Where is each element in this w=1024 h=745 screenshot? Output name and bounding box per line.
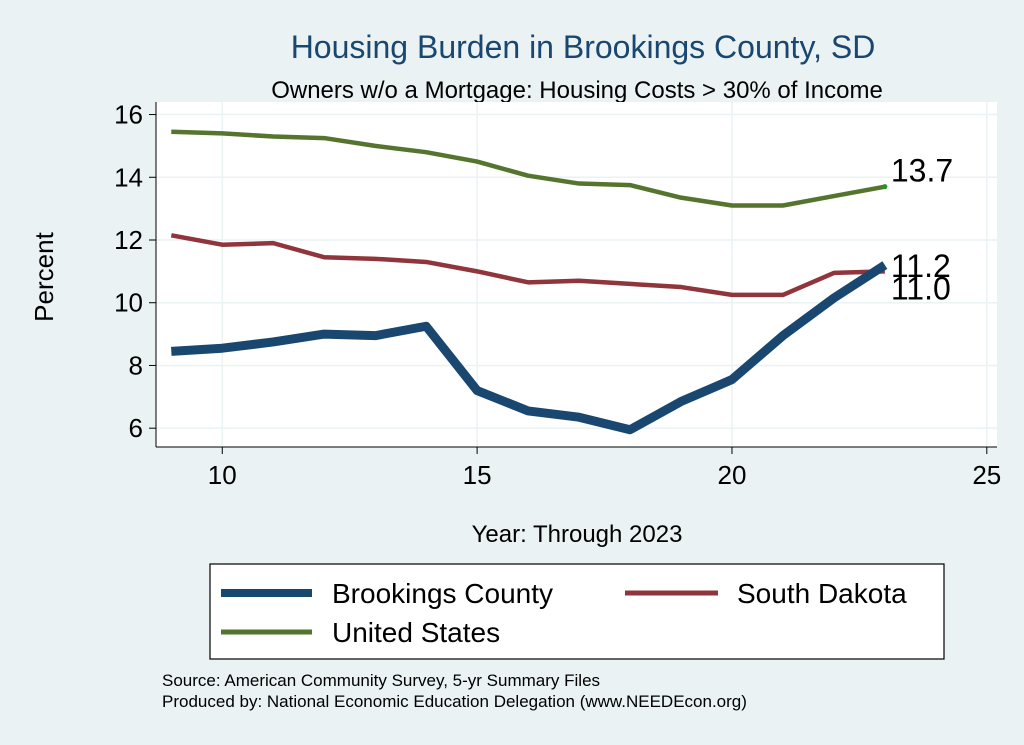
chart-title: Housing Burden in Brookings County, SD — [291, 29, 876, 65]
y-tick-label: 14 — [114, 162, 143, 192]
legend-label-brookings: Brookings County — [332, 578, 553, 609]
x-axis-label: Year: Through 2023 — [472, 521, 683, 548]
source-note: Source: American Community Survey, 5-yr … — [162, 671, 601, 690]
series-line-south-dakota — [170, 233, 885, 298]
x-tick-label: 10 — [208, 460, 237, 490]
legend-label-united-states: United States — [332, 617, 500, 648]
legend-box — [209, 563, 945, 660]
x-tick-label: 15 — [463, 460, 492, 490]
series-line-brookings-county — [171, 261, 888, 435]
axes — [155, 102, 997, 448]
end-point-united-states — [882, 184, 888, 190]
y-axis-label: Percent — [29, 231, 59, 321]
produced-by-note: Produced by: National Economic Education… — [162, 692, 747, 711]
end-label-south-dakota: 11.0 — [891, 270, 951, 306]
series-line-united-states — [171, 129, 886, 208]
y-tick-label: 6 — [129, 413, 143, 443]
x-tick-label: 25 — [972, 460, 1001, 490]
legend-label-south-dakota: South Dakota — [737, 578, 907, 609]
series-lines — [170, 129, 888, 435]
end-label-brookings-county: 11.2 — [891, 248, 951, 284]
end-labels: 11.211.0 13.7 — [891, 153, 953, 307]
y-tick-label: 10 — [114, 288, 143, 318]
end-label-united-states: 13.7 — [891, 153, 953, 189]
chart-subtitle: Owners w/o a Mortgage: Housing Costs > 3… — [271, 77, 883, 104]
y-tick-label: 12 — [114, 225, 143, 255]
y-tick-label: 8 — [129, 350, 143, 380]
y-tick-label: 16 — [114, 100, 143, 130]
plot-area — [156, 102, 997, 447]
tick-labels: 6 8 10 12 14 16 10 15 20 25 — [114, 100, 1001, 490]
x-tick-label: 20 — [717, 460, 746, 490]
